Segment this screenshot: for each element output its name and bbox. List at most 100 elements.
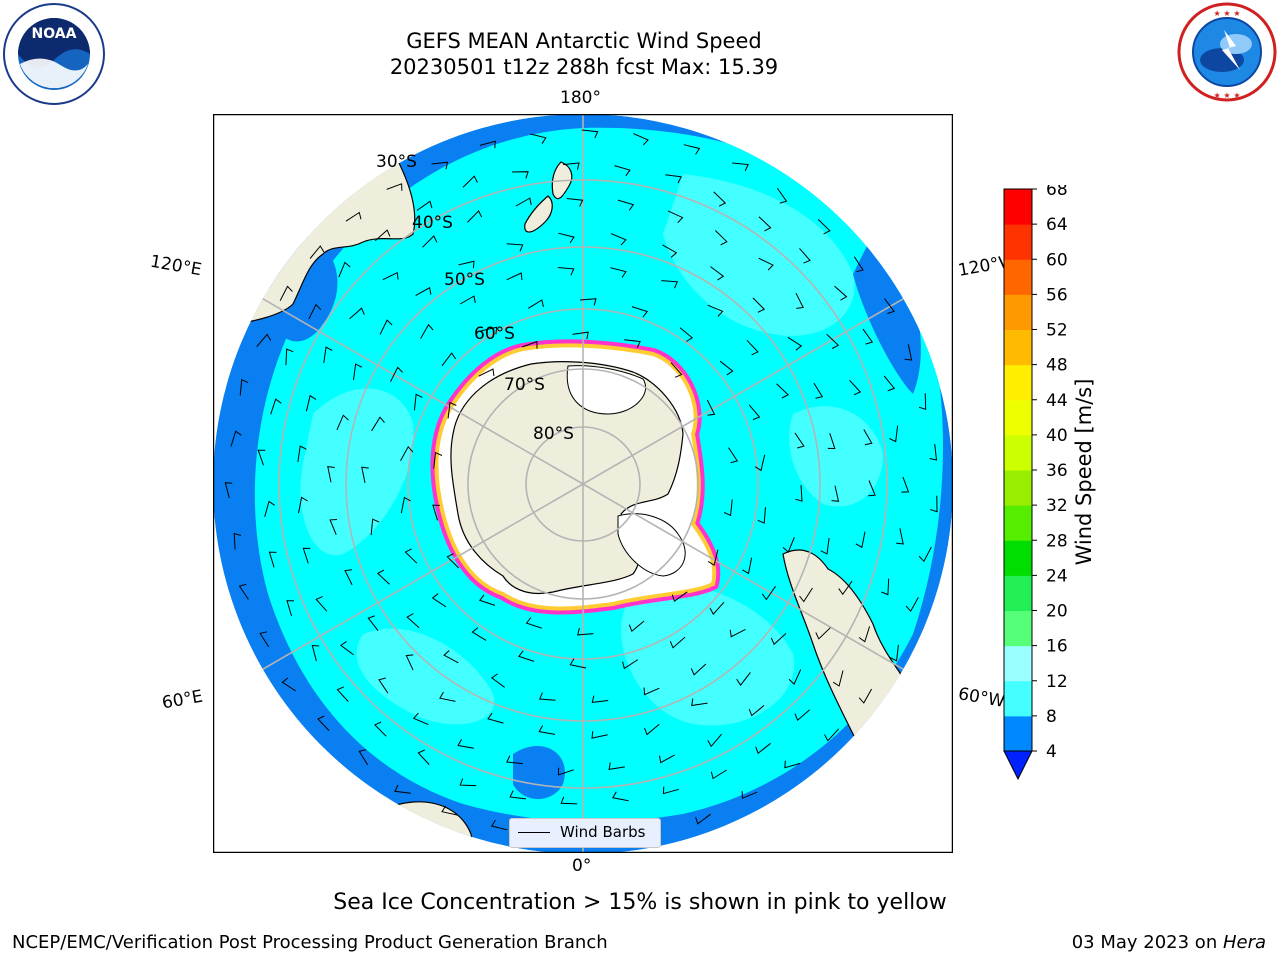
wind-barb: [367, 615, 379, 632]
polar-map: [212, 113, 954, 854]
colorbar-segment: [1004, 329, 1032, 366]
wind-barb: [400, 445, 414, 462]
wind-barb: [336, 414, 349, 431]
graticule: [213, 114, 953, 854]
colorbar-segment: [1004, 189, 1032, 225]
wind-barb: [795, 292, 804, 309]
wind-barb: [374, 229, 391, 242]
wind-barb: [713, 191, 727, 207]
wind-barb: [459, 778, 477, 787]
wind-barb: [370, 518, 380, 536]
wind-barb: [858, 626, 871, 643]
wind-barb: [270, 398, 282, 415]
colorbar-segment: [1004, 610, 1032, 647]
colorbar-tick-label: 44: [1046, 391, 1068, 411]
wind-barb: [572, 331, 589, 340]
wind-barb: [467, 210, 483, 223]
wind-barb: [670, 362, 683, 378]
wind-barb: [770, 633, 787, 646]
wind-barb: [329, 519, 338, 535]
wind-barb: [259, 631, 270, 648]
wind-barb: [631, 306, 649, 318]
wind-barb: [509, 790, 527, 800]
wind-barb: [710, 769, 727, 780]
wind-barb: [525, 617, 542, 629]
wind-barb: [729, 628, 746, 638]
wind-barb: [776, 187, 788, 204]
wind-barb: [591, 731, 608, 739]
wind-barb: [374, 721, 387, 737]
wind-barb: [757, 507, 766, 524]
wind-barb: [490, 673, 505, 688]
lat-label-70s: 70°S: [504, 375, 545, 395]
wind-barb: [446, 553, 460, 569]
wind-barb: [671, 591, 688, 603]
wind-barb: [661, 280, 679, 289]
wind-barb: [458, 260, 475, 269]
colorbar-segment: [1004, 364, 1032, 401]
wind-patch-4-8: [853, 234, 921, 394]
map-legend: Wind Barbs: [509, 818, 661, 848]
wind-barb: [560, 796, 578, 805]
wind-barb: [506, 755, 523, 765]
map-border: [212, 113, 954, 854]
wind-patch-4-8: [513, 745, 565, 799]
wind-barb: [538, 692, 556, 701]
wind-patch-12-16: [789, 406, 883, 507]
wind-barb: [557, 267, 575, 276]
map-title: GEFS MEAN Antarctic Wind Speed: [406, 29, 762, 53]
wind-barb: [443, 650, 459, 664]
wind-barb: [285, 348, 294, 366]
wind-barb: [315, 596, 328, 612]
lat-label-40s: 40°S: [412, 213, 453, 233]
wind-barb: [371, 416, 385, 432]
wind-barb: [558, 232, 575, 244]
wind-barb: [831, 485, 840, 502]
wind-barb: [883, 375, 896, 392]
wind-barb: [707, 304, 724, 317]
wind-barb: [239, 378, 249, 396]
wind-barb: [723, 499, 733, 517]
svg-text:★ ★ ★: ★ ★ ★: [1213, 9, 1240, 18]
wind-barb: [614, 165, 631, 177]
landmass-new-zealand: [524, 195, 553, 233]
wind-barb: [457, 739, 474, 749]
colorbar-label: Wind Speed [m/s]: [1072, 378, 1096, 566]
colorbar-tick-label: 48: [1046, 356, 1068, 376]
colorbar-tick-label: 64: [1046, 215, 1068, 235]
wind-barb: [741, 791, 758, 799]
wind-barb: [715, 230, 728, 246]
footer-right: 03 May 2023 on Hera: [1072, 932, 1266, 953]
colorbar-segment: [1004, 645, 1032, 682]
wind-barb: [643, 687, 660, 696]
wind-barbs: [224, 129, 938, 844]
wind-barb: [338, 261, 351, 278]
colorbar-tick-label: 36: [1046, 461, 1068, 481]
colorbar-segment: [1004, 294, 1032, 330]
wind-barb: [826, 333, 840, 349]
wind-barb: [591, 695, 609, 703]
wind-barb: [884, 298, 895, 314]
wind-barb: [849, 379, 862, 396]
wind-barb: [230, 430, 242, 447]
wind-barb: [400, 496, 411, 514]
wind-barb: [406, 613, 420, 629]
wind-barb: [431, 593, 447, 608]
wind-barb: [264, 500, 275, 517]
colorbar-segment: [1004, 224, 1032, 260]
wind-barb: [832, 670, 844, 687]
wind-barb: [530, 133, 547, 144]
colorbar-tick-label: 32: [1046, 496, 1068, 516]
colorbar-segment: [1004, 399, 1032, 436]
wind-barb: [799, 248, 811, 264]
wind-barb: [518, 650, 535, 662]
wind-barb: [577, 627, 594, 636]
wind-barb: [238, 583, 249, 600]
wind-barb: [784, 760, 801, 769]
colorbar-tick-label: 16: [1046, 637, 1068, 657]
wind-barb-legend-line: [518, 832, 550, 833]
wind-barb: [659, 754, 675, 764]
wind-barb: [512, 171, 529, 179]
wind-barb: [353, 363, 363, 381]
wind-barb: [420, 323, 434, 339]
